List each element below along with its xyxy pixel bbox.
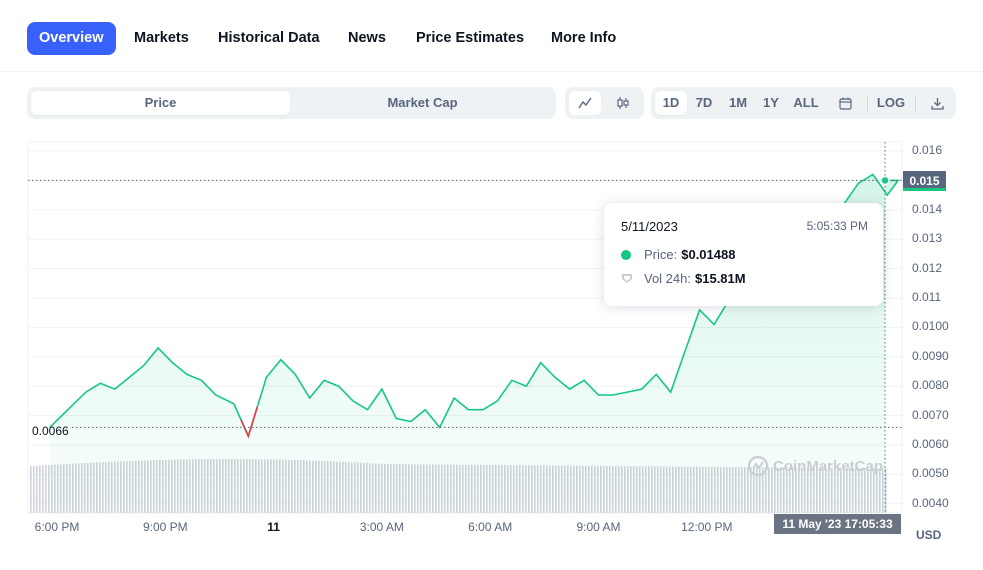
volume-bar: [36, 465, 38, 513]
log-divider: [915, 95, 916, 111]
tab-news[interactable]: News: [348, 30, 386, 46]
y-tick-label: 0.0070: [912, 407, 949, 422]
price-dot-icon: [621, 249, 631, 260]
x-tick-label: 6:00 PM: [34, 520, 80, 534]
x-tick-label: 11: [267, 520, 280, 534]
y-tick-label: 0.012: [912, 260, 943, 275]
y-tick-label: 0.0090: [912, 348, 949, 363]
market-cap-toggle-button[interactable]: Market Cap: [387, 95, 458, 110]
x-tick-label: 9:00 PM: [142, 520, 188, 534]
chart-tooltip: 5/11/2023 5:05:33 PM Price: $0.01488 Vol…: [604, 203, 883, 306]
range-all-button[interactable]: ALL: [793, 95, 819, 110]
current-price-dot: [880, 175, 890, 186]
y-tick-label: 0.0050: [912, 466, 949, 481]
open-price-label: 0.0066: [32, 424, 69, 438]
x-tick-label: 3:00 AM: [359, 520, 404, 534]
volume-bar: [30, 466, 32, 513]
y-tick-label: 0.0040: [912, 495, 949, 510]
tab-price-estimates[interactable]: Price Estimates: [416, 30, 525, 46]
price-area-fill: [49, 174, 899, 513]
volume-bar: [48, 464, 50, 513]
price-marketcap-toggle: Price Market Cap: [27, 87, 556, 119]
line-chart-icon[interactable]: [569, 91, 601, 115]
tooltip-volume-label: Vol 24h:: [644, 271, 691, 286]
price-line-down-segment: [240, 406, 259, 439]
coinmarketcap-logo-icon: [747, 455, 769, 477]
tooltip-price-row: Price: $0.01488: [621, 247, 735, 262]
volume-bar: [33, 465, 35, 513]
range-1d-button[interactable]: 1D: [655, 91, 687, 115]
tooltip-volume-row: Vol 24h: $15.81M: [621, 271, 746, 286]
volume-bar: [45, 465, 47, 513]
download-icon[interactable]: [921, 91, 953, 115]
tab-historical-data[interactable]: Historical Data: [218, 30, 320, 46]
range-1m-button[interactable]: 1M: [728, 95, 748, 110]
time-range-selector: 1D 7D 1M 1Y ALL LOG: [651, 87, 956, 119]
tooltip-price-label: Price:: [644, 247, 678, 262]
volume-bar: [42, 465, 44, 513]
tooltip-time: 5:05:33 PM: [806, 219, 868, 233]
x-tick-label: 9:00 AM: [576, 520, 621, 534]
tab-overview[interactable]: Overview: [27, 22, 116, 55]
y-tick-label: 0.0080: [912, 378, 949, 393]
candlestick-icon[interactable]: [607, 91, 639, 115]
volume-icon: [622, 274, 632, 283]
volume-bar: [885, 468, 887, 513]
tab-markets[interactable]: Markets: [134, 30, 189, 46]
crosshair-date-tag: 11 May '23 17:05:33: [774, 514, 901, 534]
y-tick-label: 0.016: [912, 143, 943, 157]
volume-bar: [39, 465, 41, 513]
tooltip-volume-value: $15.81M: [695, 271, 746, 286]
y-tick-label: 0.0060: [912, 437, 949, 451]
y-tick-label: 0.011: [912, 290, 942, 304]
calendar-icon[interactable]: [829, 91, 861, 115]
range-7d-button[interactable]: 7D: [695, 95, 713, 110]
log-scale-button[interactable]: LOG: [876, 95, 906, 110]
y-tick-label: 0.014: [912, 201, 943, 216]
current-price-tag: 0.015: [903, 171, 946, 191]
range-divider: [867, 95, 868, 111]
range-1y-button[interactable]: 1Y: [763, 95, 779, 110]
x-tick-label: 12:00 PM: [681, 520, 733, 534]
tooltip-price-value: $0.01488: [681, 247, 736, 262]
chart-type-switch: [565, 87, 644, 119]
y-tick-label: 0.0100: [912, 319, 949, 334]
top-navigation: Overview Markets Historical Data News Pr…: [0, 0, 983, 72]
watermark-text: CoinMarketCap: [773, 457, 884, 475]
x-tick-label: 6:00 AM: [468, 520, 513, 534]
tooltip-date: 5/11/2023: [621, 219, 678, 234]
price-toggle-button[interactable]: Price: [31, 91, 290, 115]
y-tick-label: 0.013: [912, 231, 943, 246]
watermark: CoinMarketCap: [747, 455, 883, 477]
tab-more-info[interactable]: More Info: [551, 30, 617, 46]
currency-unit-label: USD: [916, 528, 942, 542]
